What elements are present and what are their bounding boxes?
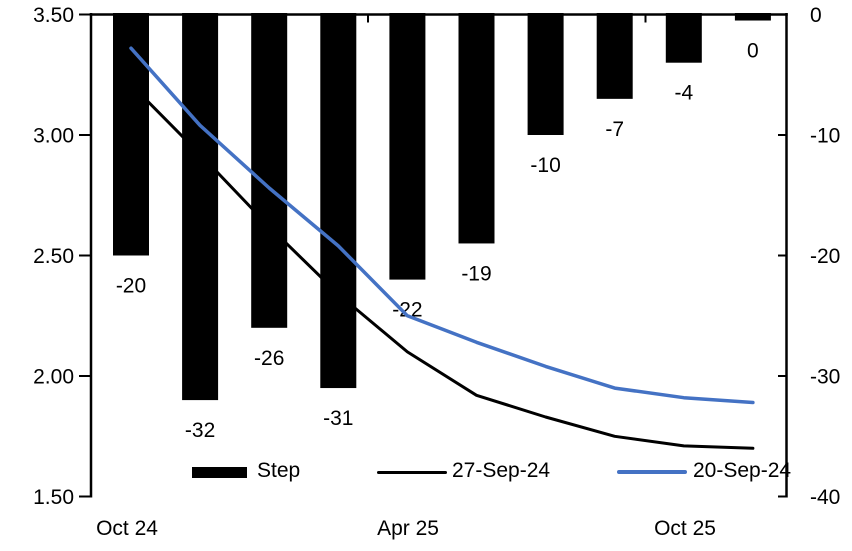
step-bar — [389, 13, 426, 280]
bar-value-label: -32 — [185, 419, 215, 442]
left-axis-tick-label: 1.50 — [33, 486, 74, 509]
bar-value-label: -7 — [605, 118, 624, 141]
right-axis-tick-label: -30 — [810, 366, 840, 389]
bar-value-label: -20 — [116, 275, 146, 298]
step-bar — [665, 13, 702, 63]
series-line-27-sep-24 — [129, 82, 755, 450]
bar-value-label: -19 — [461, 262, 491, 285]
x-axis-label: Oct 25 — [654, 517, 716, 540]
left-axis-tick-label: 2.00 — [33, 366, 74, 389]
right-axis-tick-label: -40 — [810, 486, 840, 509]
step-bar — [113, 13, 149, 256]
bar-value-label: -31 — [323, 407, 353, 430]
x-axis-label: Oct 24 — [96, 517, 158, 540]
step-bar — [182, 13, 219, 401]
step-bar — [734, 13, 771, 21]
x-axis-label: Apr 25 — [377, 517, 439, 540]
bar-value-label: -10 — [530, 154, 560, 177]
right-axis-tick-label: -20 — [810, 245, 840, 268]
bar-value-label: -4 — [674, 82, 693, 105]
step-bar — [458, 13, 495, 244]
bar-value-label: 0 — [747, 40, 759, 63]
left-axis-tick-label: 3.00 — [33, 125, 74, 148]
series-line-20-sep-24 — [129, 46, 755, 405]
bar-value-label: -22 — [392, 299, 422, 322]
step-bar — [596, 13, 633, 99]
step-bar — [527, 13, 564, 135]
right-axis-tick-label: 0 — [810, 4, 822, 27]
left-axis-tick-label: 3.50 — [33, 4, 74, 27]
step-bar — [251, 13, 288, 328]
left-axis-tick-label: 2.50 — [33, 245, 74, 268]
step-bar — [320, 13, 357, 389]
bar-value-label: -26 — [254, 347, 284, 370]
right-axis-tick-label: -10 — [810, 125, 840, 148]
